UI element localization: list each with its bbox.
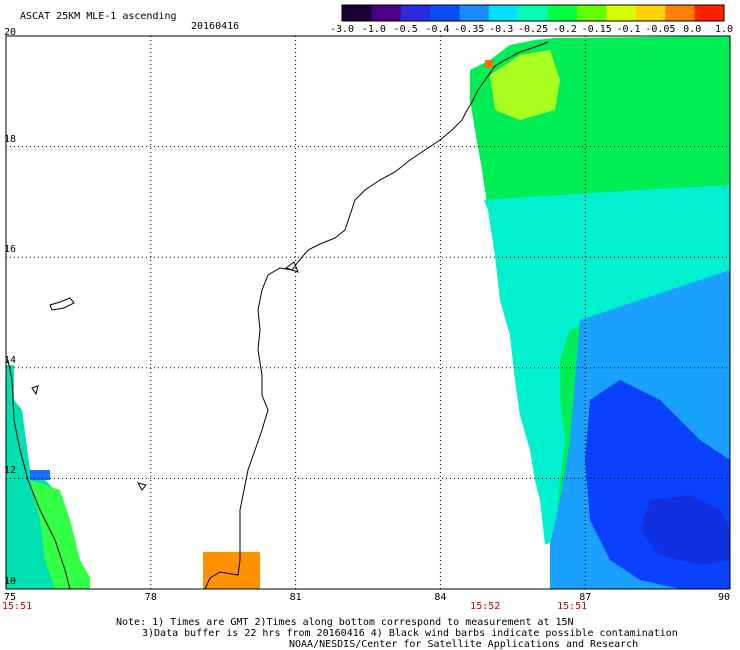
latitude-label: 14 (4, 354, 17, 366)
colorbar-label: -0.4 (425, 24, 450, 35)
orange-patch (203, 552, 260, 589)
colorbar-label: -0.1 (616, 24, 641, 35)
time-label: 15:51 (2, 601, 33, 612)
colorbar-frame (341, 4, 725, 22)
colorbar-swatch (342, 5, 372, 21)
colorbar-swatch (518, 5, 549, 21)
colorbar-swatch (694, 5, 725, 21)
longitude-label: 81 (289, 592, 302, 603)
map-frame (5, 35, 731, 590)
latitude-label: 16 (4, 244, 17, 256)
map-date: 20160416 (191, 21, 240, 32)
colorbar-label: 0.0 (683, 24, 702, 35)
colorbar-swatch (459, 5, 490, 21)
colorbar-swatch (430, 5, 461, 21)
colorbar-swatch (400, 5, 431, 21)
right-swath-orange-pixel (485, 60, 493, 68)
sri-lanka-coast (7, 359, 71, 590)
right-swath (470, 36, 730, 589)
latitude-label: 12 (4, 465, 17, 477)
colorbar-label: -0.35 (454, 24, 485, 35)
left-swath (6, 365, 90, 589)
colorbar-label: -0.5 (393, 24, 418, 35)
colorbar-label: -0.05 (645, 24, 676, 35)
right-swath-yellow (490, 50, 560, 120)
colorbar-swatch (488, 5, 519, 21)
longitude-label: 75 (4, 592, 17, 603)
data-swaths (6, 36, 730, 589)
time-label: 15:51 (557, 601, 588, 612)
colorbar-swatch (577, 5, 607, 21)
colorbar-label: -3.0 (330, 24, 355, 35)
colorbar-label: -1.0 (361, 24, 386, 35)
latitude-label: 10 (4, 576, 17, 587)
colorbar-label: -0.25 (518, 24, 549, 35)
colorbar (341, 4, 725, 22)
coastline (7, 41, 549, 590)
left-swath-green (30, 480, 90, 589)
colorbar-label: -0.15 (581, 24, 612, 35)
note-line-3: NOAA/NESDIS/Center for Satellite Applica… (289, 639, 639, 650)
island-1 (49, 297, 75, 311)
colorbar-label: -0.3 (489, 24, 514, 35)
island-4 (31, 385, 39, 396)
colorbar-swatch (547, 5, 578, 21)
note-line-2: 3)Data buffer is 22 hrs from 20160416 4)… (142, 628, 678, 639)
map-title: ASCAT 25KM MLE-1 ascending (20, 11, 177, 22)
colorbar-label: 1.0 (715, 24, 734, 35)
colorbar-swatch (606, 5, 637, 21)
colorbar-label: -0.2 (552, 24, 577, 35)
latitude-label: 20 (4, 27, 17, 38)
island-3 (284, 261, 299, 273)
longitude-label: 84 (434, 592, 447, 603)
island-2 (136, 482, 147, 491)
right-swath-deep (640, 495, 730, 565)
colorbar-swatch (665, 5, 696, 21)
note-line-1: Note: 1) Times are GMT 2)Times along bot… (116, 617, 574, 628)
longitude-label: 87 (579, 592, 592, 603)
india-east-coastline (204, 41, 549, 590)
time-label: 15:52 (470, 601, 501, 612)
longitude-label: 90 (718, 592, 731, 603)
right-swath-cyan (484, 185, 730, 545)
latitude-label: 18 (4, 133, 17, 145)
left-swath-blue (30, 470, 50, 480)
colorbar-swatch (635, 5, 666, 21)
lat-lon-grid (6, 36, 730, 589)
colorbar-swatch (371, 5, 402, 21)
longitude-label: 78 (144, 592, 157, 603)
